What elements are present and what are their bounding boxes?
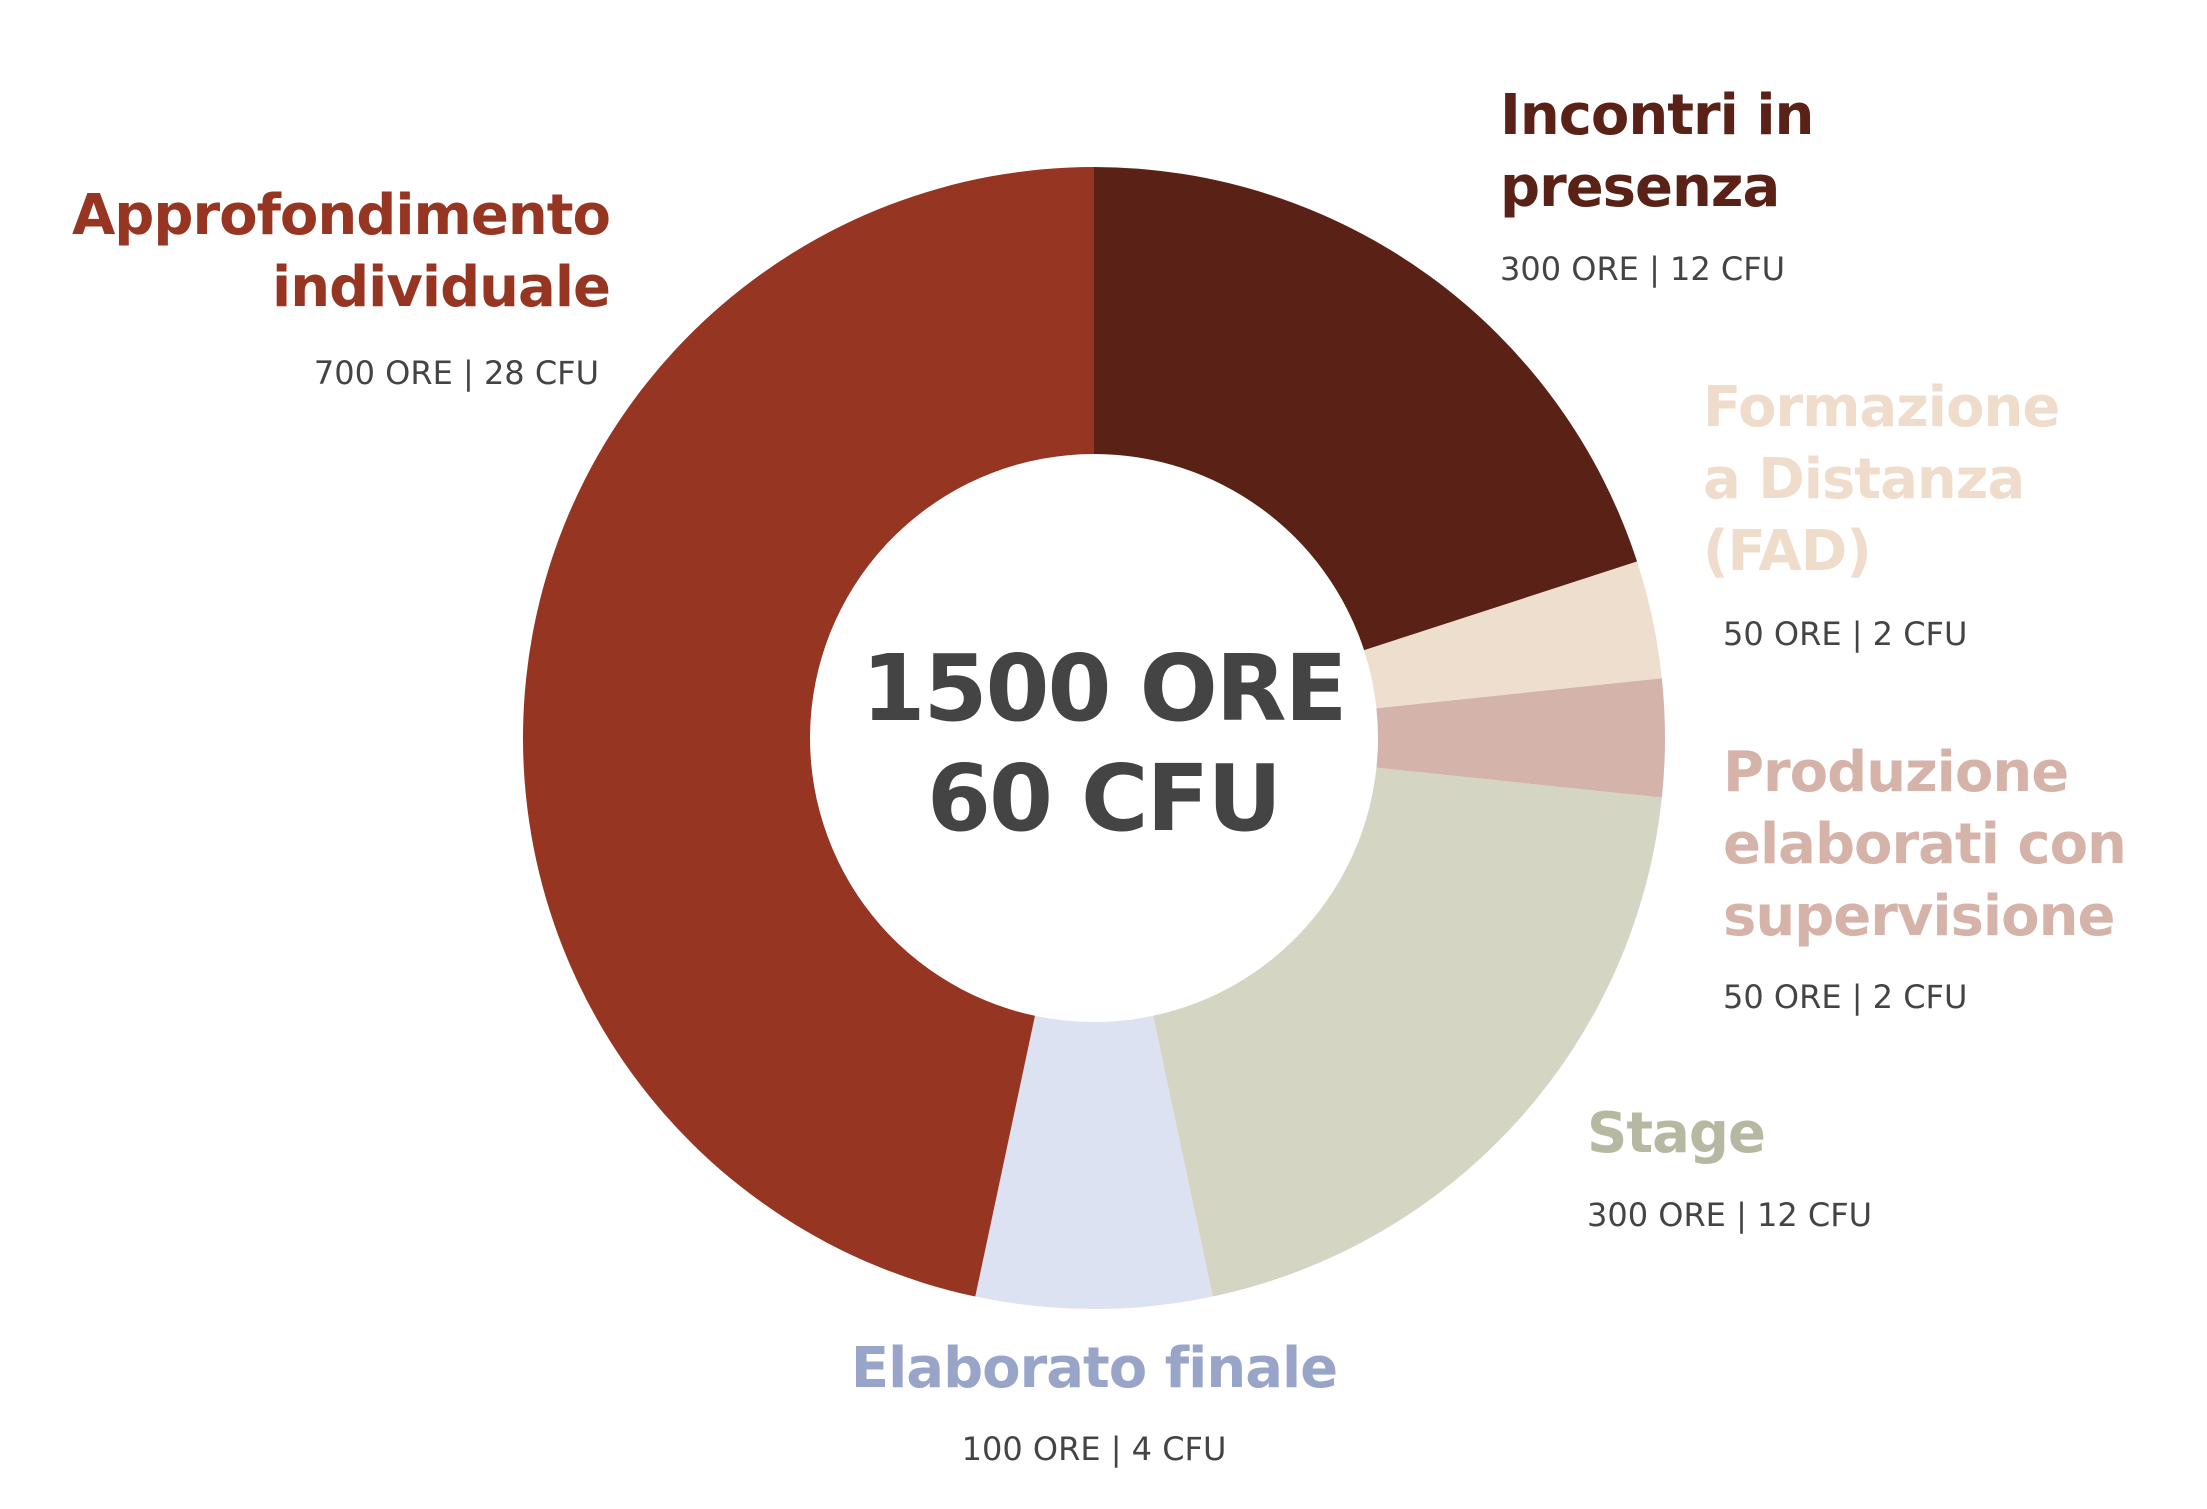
segment-value-label: 300 ORE | 12 CFU <box>1587 1196 1873 1234</box>
donut-slice <box>1364 561 1662 709</box>
segment-value-label: 100 ORE | 4 CFU <box>961 1430 1227 1468</box>
segment-value-label: 700 ORE | 28 CFU <box>313 354 599 392</box>
donut-slice <box>1094 167 1638 651</box>
segment-label: Formazione a Distanza (FAD) <box>1703 375 2060 584</box>
center-total-hours: 1500 ORE <box>861 635 1348 742</box>
segment-value-label: 50 ORE | 2 CFU <box>1723 978 1968 1016</box>
center-total-cfu: 60 CFU <box>926 745 1282 852</box>
segment-label: Elaborato finale <box>850 1336 1338 1401</box>
donut-slice <box>1376 678 1665 798</box>
segment-label: Approfondimento individuale <box>71 183 611 320</box>
donut-slice <box>522 167 1094 1297</box>
segment-value-label: 50 ORE | 2 CFU <box>1723 615 1968 653</box>
segment-label: Incontri in presenza <box>1500 83 1814 220</box>
segment-label: Stage <box>1587 1101 1766 1166</box>
donut-slice <box>1153 767 1662 1297</box>
donut-slice <box>975 1015 1213 1310</box>
segment-label: Produzione elaborati con supervisione <box>1723 740 2127 949</box>
segment-value-label: 300 ORE | 12 CFU <box>1500 250 1786 288</box>
